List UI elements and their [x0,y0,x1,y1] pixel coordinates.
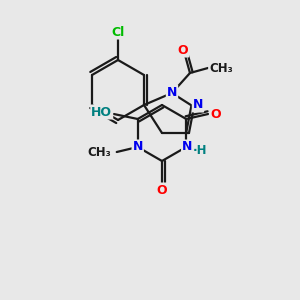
Text: Cl: Cl [111,26,124,38]
Text: O: O [157,184,167,196]
Text: CH₃: CH₃ [209,61,233,74]
Text: CH₃: CH₃ [88,146,112,158]
Text: O: O [178,44,188,56]
Text: N: N [182,140,192,154]
Text: ·H: ·H [193,145,208,158]
Text: N: N [167,85,177,98]
Text: O: O [210,107,220,121]
Text: HO: HO [91,106,112,118]
Text: N: N [193,98,203,112]
Text: N: N [133,140,143,154]
